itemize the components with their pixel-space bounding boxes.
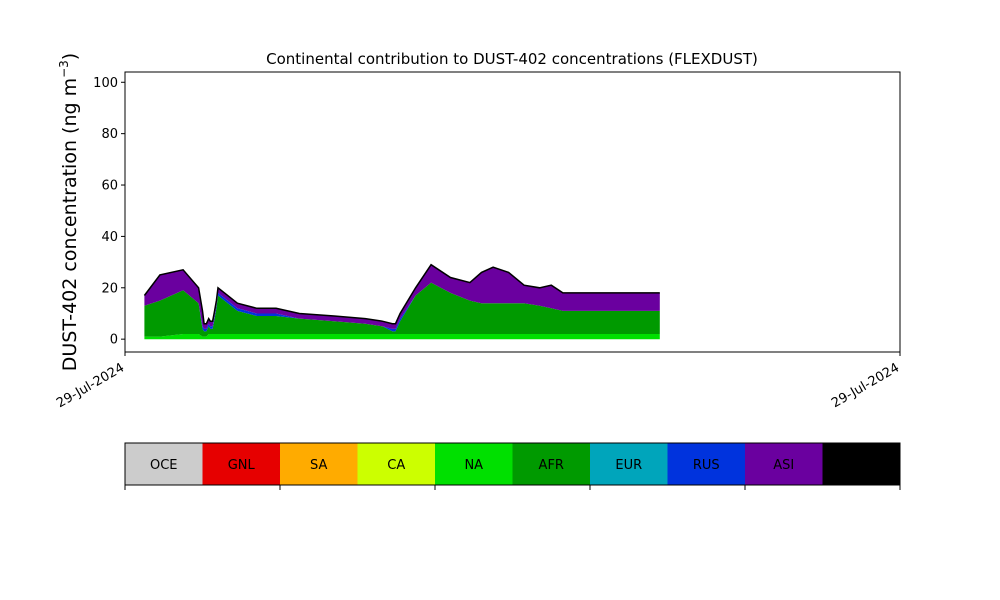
colorbar-cell-rus xyxy=(667,443,745,485)
y-tick-label: 60 xyxy=(101,179,118,194)
colorbar-cell-afr xyxy=(512,443,590,485)
chart-title: Continental contribution to DUST-402 con… xyxy=(266,50,758,68)
colorbar-label-oce: OCE xyxy=(150,458,178,473)
colorbar-cell-asi xyxy=(745,443,823,485)
y-tick-label: 100 xyxy=(93,76,118,91)
total-line xyxy=(143,263,660,325)
y-tick-label: 80 xyxy=(101,127,118,142)
colorbar-label-afr: AFR xyxy=(539,458,564,473)
area-series-asi xyxy=(144,264,660,329)
colorbar-cell-sa xyxy=(280,443,358,485)
colorbar-label-sa: SA xyxy=(310,458,327,473)
colorbar-label-asi: ASI xyxy=(773,458,794,473)
colorbar-cell-ca xyxy=(357,443,435,485)
colorbar-label-eur: EUR xyxy=(615,458,642,473)
plot-frame xyxy=(124,71,901,353)
y-axis-label: DUST-402 concentration (ng m−3) xyxy=(57,53,81,371)
y-axis-label-close: ) xyxy=(59,53,81,60)
colorbar-cell-oce xyxy=(125,443,203,485)
colorbar-cell-gnl xyxy=(202,443,280,485)
area-series-afr xyxy=(144,282,660,337)
area-series-na xyxy=(144,334,660,340)
y-tick-label: 40 xyxy=(101,230,118,245)
colorbar-label-na: NA xyxy=(464,458,483,473)
colorbar-cell-aus xyxy=(822,443,900,485)
y-axis-label-exponent: −3 xyxy=(57,60,71,78)
colorbar-frame xyxy=(124,442,901,486)
colorbar-cell-eur xyxy=(590,443,668,485)
x-tick-label: 29-Jul-2024 xyxy=(829,360,902,411)
y-axis-label-main: DUST-402 concentration (ng m xyxy=(59,78,81,371)
colorbar-cell-na xyxy=(435,443,513,485)
continent-colorbar: OCE GNL SA CA NA AFR EUR RUS ASI AUS xyxy=(124,442,901,490)
colorbar-label-ca: CA xyxy=(387,458,405,473)
colorbar-label-aus: AUS xyxy=(848,458,875,473)
colorbar-label-rus: RUS xyxy=(693,458,720,473)
y-tick-label: 20 xyxy=(101,281,118,296)
colorbar-label-gnl: GNL xyxy=(228,458,256,473)
y-tick-label: 0 xyxy=(110,333,118,348)
